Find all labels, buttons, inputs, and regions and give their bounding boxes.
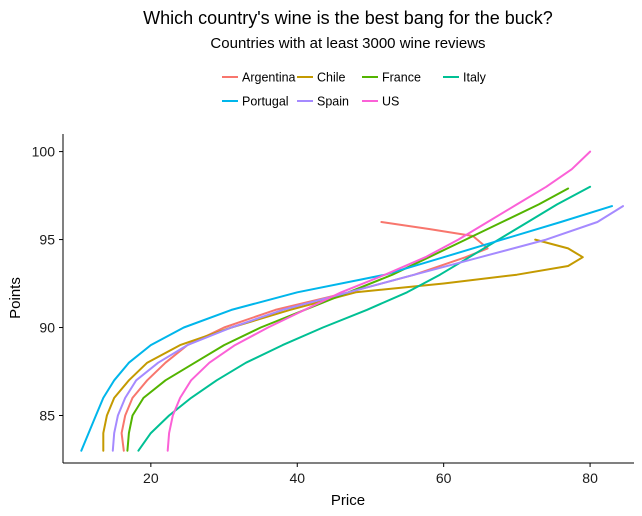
legend-label: France (382, 71, 421, 85)
x-axis-ticks: 20 40 60 80 (143, 463, 598, 486)
chart-title: Which country's wine is the best bang fo… (143, 8, 553, 28)
series-line-us (166, 150, 592, 452)
legend-label: Argentina (242, 71, 296, 85)
series-layer (80, 150, 624, 452)
x-tick-label: 80 (582, 470, 598, 486)
x-axis-title: Price (331, 492, 365, 509)
x-tick-label: 20 (143, 470, 159, 486)
legend-item-france: France (362, 71, 421, 85)
plot-area: 20 40 60 80 85 90 95 100 (32, 134, 634, 486)
chart-subtitle: Countries with at least 3000 wine review… (210, 35, 485, 52)
legend-item-us: US (362, 95, 399, 109)
series-line-italy (137, 185, 592, 452)
legend-item-spain: Spain (297, 95, 349, 109)
series-line-argentina (120, 221, 489, 452)
legend-label: Chile (317, 71, 346, 85)
series-line-spain (111, 205, 624, 452)
y-tick-label: 100 (32, 144, 56, 160)
legend-item-argentina: Argentina (222, 71, 296, 85)
legend-label: Portugal (242, 95, 289, 109)
y-axis-ticks: 85 90 95 100 (32, 144, 63, 423)
x-tick-label: 40 (289, 470, 305, 486)
legend-item-chile: Chile (297, 71, 346, 85)
legend-item-italy: Italy (443, 71, 487, 85)
legend-label: Spain (317, 95, 349, 109)
y-tick-label: 95 (39, 232, 55, 248)
legend-label: Italy (463, 71, 487, 85)
y-axis-title: Points (7, 277, 24, 319)
legend-item-portugal: Portugal (222, 95, 289, 109)
legend-label: US (382, 95, 399, 109)
series-line-chile (102, 238, 584, 452)
y-tick-label: 85 (39, 407, 55, 423)
x-tick-label: 60 (436, 470, 452, 486)
series-line-france (126, 187, 570, 452)
series-line-portugal (80, 205, 613, 452)
y-tick-label: 90 (39, 320, 55, 336)
legend: Argentina Chile France Italy Portugal Spain US (222, 71, 487, 109)
